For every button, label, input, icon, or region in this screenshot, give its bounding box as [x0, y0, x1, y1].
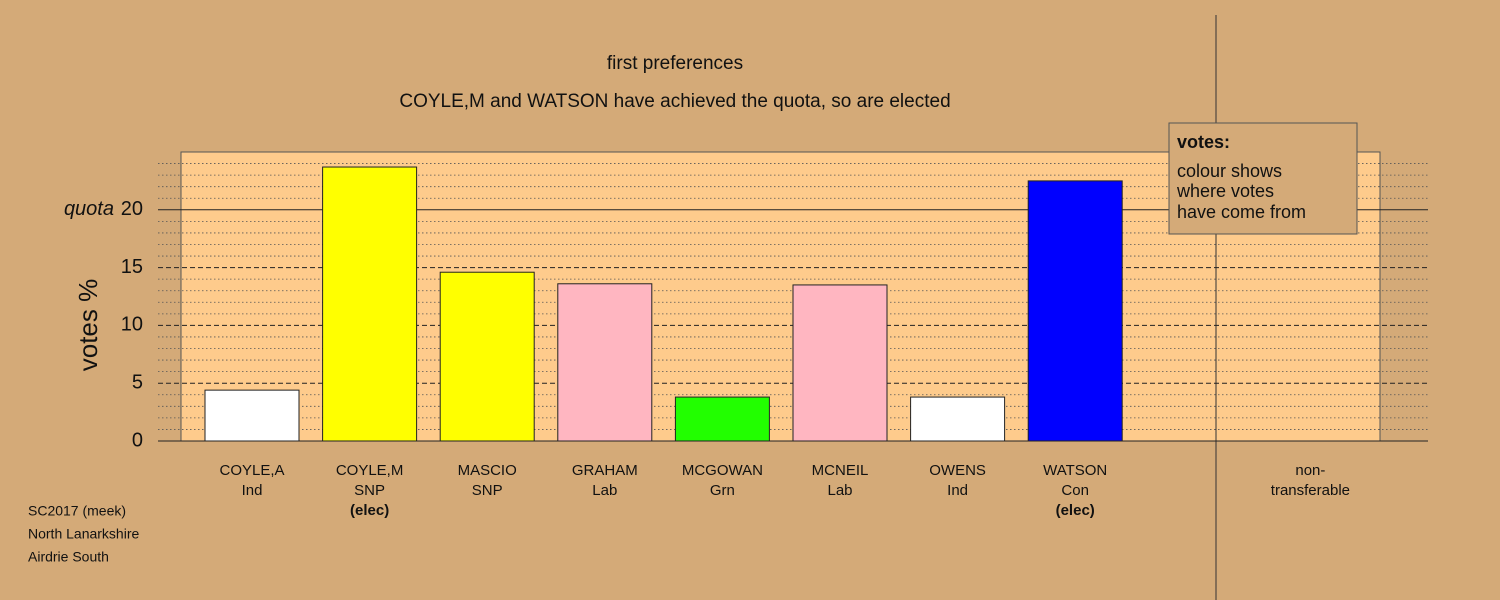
legend-text: have come from	[1177, 202, 1306, 222]
party-label: Lab	[827, 482, 852, 499]
y-tick-label: 15	[121, 256, 143, 278]
y-tick-label: 0	[132, 429, 143, 451]
note: Airdrie South	[28, 549, 109, 565]
note: SC2017 (meek)	[28, 503, 126, 519]
x-tick-label: non-transferable	[1271, 462, 1350, 499]
bar	[204, 389, 300, 442]
bar	[439, 271, 535, 442]
y-tick-label: 5	[132, 371, 143, 393]
bar	[322, 166, 418, 442]
x-tick-label: MASCIO	[458, 462, 517, 479]
party-label: Ind	[242, 482, 263, 499]
y-axis-label: votes %	[73, 279, 103, 372]
x-tick-label: MCGOWAN	[682, 462, 763, 479]
quota-label: quota	[64, 198, 114, 220]
y-tick-label: 10	[121, 314, 143, 336]
party-label: Con	[1061, 482, 1089, 499]
x-tick-label: OWENS	[929, 462, 986, 479]
chart-title: first preferences	[607, 53, 743, 74]
y-tick-label: 20	[121, 198, 143, 220]
legend-title: votes:	[1177, 132, 1230, 152]
x-tick-label: WATSON	[1043, 462, 1107, 479]
party-label: SNP	[354, 482, 385, 499]
bar	[1027, 180, 1123, 442]
x-tick-label: COYLE,M	[336, 462, 404, 479]
legend-text: colour shows	[1177, 161, 1282, 181]
bar	[792, 284, 888, 442]
bar	[910, 396, 1006, 442]
status-label: (elec)	[1056, 502, 1095, 519]
party-label: Lab	[592, 482, 617, 499]
note: North Lanarkshire	[28, 526, 139, 542]
bar	[674, 396, 770, 442]
chart-subtitle: COYLE,M and WATSON have achieved the quo…	[399, 91, 950, 112]
party-label: Grn	[710, 482, 735, 499]
party-label: Ind	[947, 482, 968, 499]
legend: votes: colour shows where votes have com…	[1168, 122, 1358, 235]
status-label: (elec)	[350, 502, 389, 519]
legend-box	[1168, 122, 1358, 235]
bar	[557, 283, 653, 442]
x-tick-label: GRAHAM	[572, 462, 638, 479]
x-tick-label: MCNEIL	[812, 462, 869, 479]
x-tick-label: COYLE,A	[219, 462, 284, 479]
legend-text: where votes	[1176, 181, 1274, 201]
party-label: SNP	[472, 482, 503, 499]
